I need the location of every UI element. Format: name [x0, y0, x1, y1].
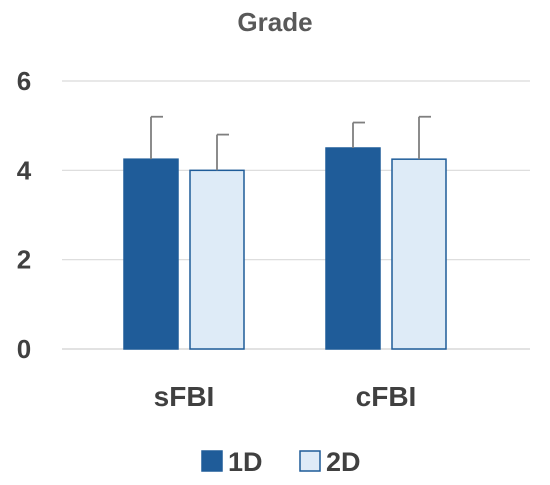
y-tick-labels: 0 2 4 6: [17, 66, 32, 364]
bar-1D-sFBI: [123, 158, 179, 350]
category-labels: sFBI cFBI: [154, 381, 417, 412]
chart-title: Grade: [237, 7, 312, 37]
x-tick-label: cFBI: [356, 381, 417, 412]
x-tick-label: sFBI: [154, 381, 215, 412]
legend-label: 2D: [326, 447, 361, 477]
bar-2D-sFBI: [189, 169, 245, 350]
bar-2D-cFBI: [391, 158, 447, 350]
y-tick-label: 4: [17, 155, 32, 185]
legend-swatch-1D: [201, 450, 223, 472]
bar-1D-cFBI: [325, 147, 381, 350]
y-tick-label: 2: [17, 245, 31, 275]
y-tick-label: 6: [17, 66, 31, 96]
error-bars: [150, 115, 431, 171]
legend-label: 1D: [228, 447, 263, 477]
legend: 1D 2D: [201, 447, 361, 477]
bars: [123, 147, 447, 350]
legend-swatch-2D: [299, 450, 321, 472]
y-tick-label: 0: [17, 334, 31, 364]
